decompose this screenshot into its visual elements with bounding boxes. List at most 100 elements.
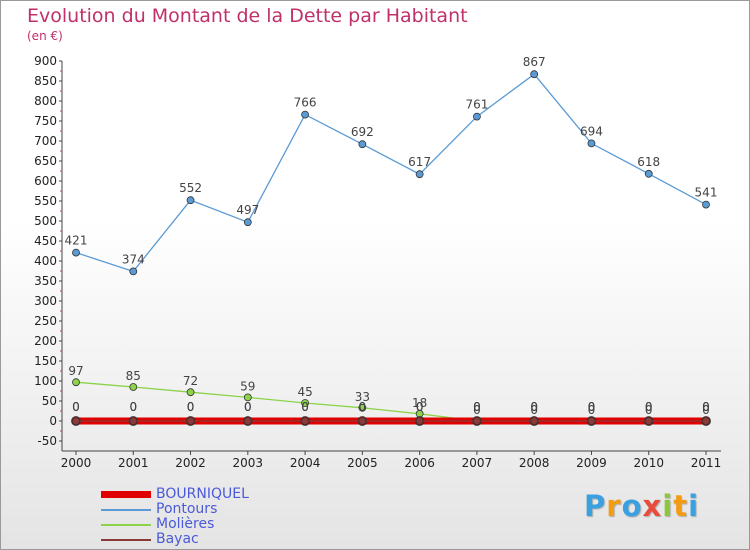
series-line-pontours (75, 73, 707, 273)
data-point (587, 139, 596, 148)
y-tick-label: 250 (34, 314, 57, 328)
data-label: 766 (294, 96, 317, 110)
data-point (702, 417, 710, 425)
x-tick-label: 2011 (691, 456, 722, 470)
data-point (473, 112, 481, 121)
data-label: 867 (523, 55, 546, 69)
data-label: 374 (122, 252, 145, 266)
x-tick-label: 2000 (61, 456, 92, 470)
data-label: 0 (187, 400, 195, 414)
data-label: 0 (645, 400, 653, 414)
data-label: 0 (359, 400, 367, 414)
data-label: 45 (297, 385, 312, 399)
data-label: 0 (702, 400, 710, 414)
data-label: 0 (588, 403, 596, 417)
data-point (644, 417, 653, 425)
y-tick-label: -50 (37, 434, 57, 448)
data-label: 0 (72, 400, 80, 414)
data-point (186, 388, 195, 397)
data-label: 692 (351, 125, 374, 139)
data-label: 0 (416, 400, 424, 414)
data-label: 497 (236, 203, 259, 217)
y-tick-label: 450 (34, 234, 57, 248)
data-point (129, 267, 138, 276)
logo-letter: t (673, 489, 689, 523)
data-point (72, 248, 80, 257)
legend-label: Molières (156, 516, 215, 532)
data-label: 0 (530, 400, 538, 414)
y-tick-label: 800 (34, 94, 57, 108)
data-label: 421 (65, 234, 88, 248)
data-point (301, 399, 309, 407)
data-point (301, 110, 309, 119)
y-tick-label: 150 (34, 354, 57, 368)
y-tick-label: 500 (34, 214, 57, 228)
chart-title: Evolution du Montant de la Dette par Hab… (27, 5, 468, 27)
data-point (587, 417, 596, 425)
y-tick-label: 650 (34, 154, 57, 168)
x-tick-label: 2001 (118, 456, 149, 470)
y-tick-label: 900 (34, 54, 57, 68)
data-label: 541 (695, 186, 718, 200)
x-tick-label: 2008 (519, 456, 550, 470)
data-point (72, 417, 80, 425)
logo-letter: o (621, 489, 643, 523)
data-label: 0 (645, 403, 653, 417)
y-tick-label: 100 (34, 374, 57, 388)
data-label: 0 (416, 400, 424, 414)
data-label: 33 (355, 390, 370, 404)
data-label: 0 (645, 400, 653, 414)
data-point (243, 417, 252, 425)
x-tick-label: 2002 (175, 456, 206, 470)
data-point (129, 383, 138, 391)
data-point (358, 403, 367, 412)
data-point (186, 417, 195, 425)
data-label: 0 (702, 400, 710, 414)
data-label: 0 (530, 403, 538, 417)
data-label: 552 (179, 181, 202, 195)
data-label: 97 (68, 364, 83, 378)
data-label: 617 (408, 155, 431, 169)
data-label: 0 (359, 400, 367, 414)
data-point (129, 417, 138, 425)
y-tick-label: 600 (34, 174, 57, 188)
data-label: 0 (129, 400, 137, 414)
data-point (473, 417, 481, 425)
data-label: 0 (588, 400, 596, 414)
data-label: 0 (244, 400, 252, 414)
y-tick-label: 0 (49, 414, 57, 428)
data-label: 0 (702, 403, 710, 417)
data-label: 618 (637, 155, 660, 169)
y-tick-label: 550 (34, 194, 57, 208)
data-label: 0 (301, 400, 309, 414)
data-point (243, 218, 252, 227)
data-label: 0 (473, 403, 481, 417)
data-point (358, 140, 367, 149)
data-label: 761 (465, 98, 488, 112)
proxiti-logo: Proxiti (584, 489, 699, 523)
y-tick-label: 350 (34, 274, 57, 288)
x-tick-label: 2004 (290, 456, 321, 470)
legend-swatch (101, 491, 151, 498)
x-tick-label: 2007 (462, 456, 493, 470)
data-label: 0 (72, 400, 80, 414)
x-tick-label: 2005 (347, 456, 378, 470)
data-point (702, 200, 710, 209)
legend-label: Bayac (156, 531, 199, 547)
y-tick-label: 50 (42, 394, 57, 408)
data-point (644, 169, 653, 178)
data-label: 0 (530, 400, 538, 414)
data-label: 85 (126, 369, 141, 383)
y-tick-label: 700 (34, 134, 57, 148)
x-tick-label: 2006 (404, 456, 435, 470)
data-label: 0 (588, 400, 596, 414)
x-tick-label: 2010 (633, 456, 664, 470)
data-label: 0 (473, 400, 481, 414)
series-line-molières (75, 381, 706, 422)
data-label: 0 (244, 400, 252, 414)
data-label: 59 (240, 379, 255, 393)
data-point (530, 70, 539, 79)
y-tick-label: 750 (34, 114, 57, 128)
